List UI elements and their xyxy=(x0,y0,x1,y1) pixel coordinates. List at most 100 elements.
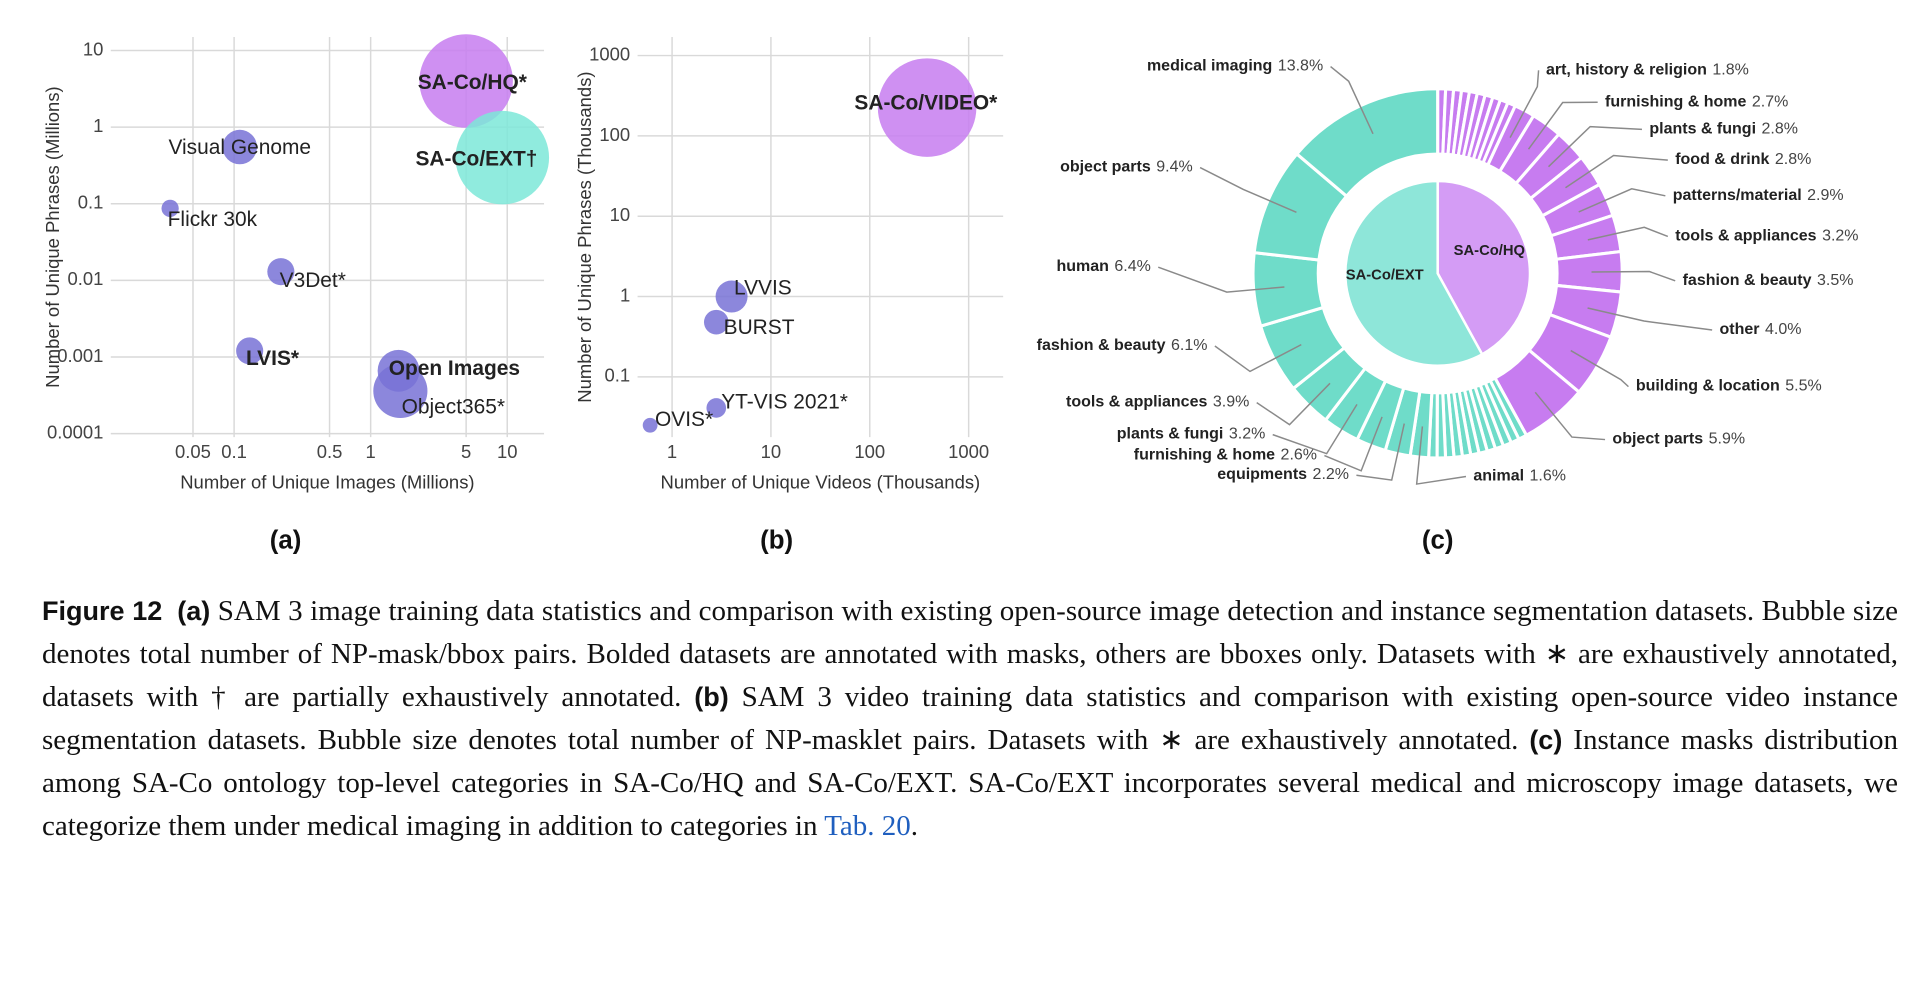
panel-label: (b) xyxy=(760,527,793,555)
bubble xyxy=(236,337,264,365)
figure: 0.05 0.1 0.5 1 5 10 0.0001 0.001 0.01 0.1 1 10 Numbe… xyxy=(42,34,1859,555)
slice-label: plants & fungi 2.8% xyxy=(1649,118,1798,140)
y-axis-title: Number of Unique Phrases (Millions) xyxy=(42,86,63,388)
slice-category: food & drink xyxy=(1675,151,1769,168)
bubble-label: YT-VIS 2021* xyxy=(721,391,848,414)
y-tick-label: 1 xyxy=(620,284,630,305)
caption-tag: (a) xyxy=(177,596,211,626)
bubble-label: V3Det* xyxy=(280,269,346,292)
caption: Figure 12 (a) SAM 3 image training data … xyxy=(42,590,1898,848)
panel-label: (c) xyxy=(1422,527,1454,555)
leader-line xyxy=(1587,307,1713,331)
leader-line xyxy=(1256,382,1331,426)
x-tick-label: 1 xyxy=(667,441,677,462)
slice-label: furnishing & home 2.7% xyxy=(1605,90,1788,112)
slice-label: building & location 5.5% xyxy=(1636,375,1822,397)
x-tick-label: 0.1 xyxy=(221,441,247,462)
y-axis-title: Number of Unique Phrases (Thousands) xyxy=(574,71,595,402)
leader-line xyxy=(1214,343,1302,373)
y-tick-label: 10 xyxy=(610,204,631,225)
x-tick-label: 1 xyxy=(366,441,376,462)
slice-value: 3.2% xyxy=(1822,228,1858,245)
slice-label: other 4.0% xyxy=(1720,318,1802,340)
leader-line xyxy=(1415,426,1467,485)
bubble xyxy=(706,398,727,418)
outer-slice xyxy=(1295,87,1440,198)
x-tick-label: 0.5 xyxy=(317,441,343,462)
slice-value: 2.9% xyxy=(1807,187,1843,204)
y-tick-label: 0.01 xyxy=(67,268,103,289)
x-tick-label: 5 xyxy=(461,441,471,462)
bubble xyxy=(703,309,729,335)
caption-tag: (c) xyxy=(1529,725,1563,755)
slice-value: 1.8% xyxy=(1712,62,1748,79)
leader-line xyxy=(1587,226,1669,241)
x-tick-label: 0.05 xyxy=(175,441,211,462)
slice-category: fashion & beauty xyxy=(1683,272,1812,289)
slice-label: art, history & religion 1.8% xyxy=(1546,58,1749,80)
slice-category: tools & appliances xyxy=(1675,228,1816,245)
slice-value: 3.5% xyxy=(1817,272,1853,289)
slice-label: object parts 5.9% xyxy=(1612,428,1745,450)
caption-text: SAM 3 video training data statistics and… xyxy=(42,681,1899,756)
bubble-label: LVIS* xyxy=(246,347,300,370)
inner-slice xyxy=(1436,179,1532,356)
slice-value: 6.4% xyxy=(1114,258,1150,275)
slice-value: 5.9% xyxy=(1709,431,1745,448)
slice-value: 5.5% xyxy=(1785,378,1821,395)
leader-line xyxy=(1578,188,1666,213)
slice-value: 2.7% xyxy=(1752,94,1788,111)
y-tick-label: 0.001 xyxy=(57,345,103,366)
leader-line xyxy=(1324,416,1383,472)
slice-category: animal xyxy=(1473,468,1524,485)
slice-category: human xyxy=(1056,258,1108,275)
leader-line xyxy=(1527,101,1598,150)
slice-label: tools & appliances 3.2% xyxy=(1675,225,1858,247)
y-tick-label: 0.1 xyxy=(78,192,104,213)
slice-value: 2.6% xyxy=(1281,447,1317,464)
slice-category: furnishing & home xyxy=(1134,447,1275,464)
caption-tag: (b) xyxy=(694,682,729,712)
slice-value: 2.2% xyxy=(1313,466,1349,483)
bubble-label: OVIS* xyxy=(655,408,713,431)
table-link[interactable]: Tab. 20 xyxy=(824,810,911,842)
y-tick-label: 0.1 xyxy=(605,365,631,386)
slice-label: human 6.4% xyxy=(1056,255,1150,277)
x-axis-title: Number of Unique Videos (Thousands) xyxy=(661,472,981,493)
slice-value: 2.8% xyxy=(1775,151,1811,168)
bubble-label: SA-Co/EXT† xyxy=(415,148,537,171)
slice-label: medical imaging 13.8% xyxy=(1147,55,1323,77)
x-tick-label: 10 xyxy=(497,441,518,462)
bubble xyxy=(267,258,295,286)
y-tick-label: 1000 xyxy=(589,43,630,64)
x-tick-label: 1000 xyxy=(948,441,989,462)
y-tick-label: 1 xyxy=(93,115,103,136)
slice-label: furnishing & home 2.6% xyxy=(1134,444,1317,466)
inner-label: SA-Co/EXT xyxy=(1346,268,1424,284)
bubble xyxy=(642,417,658,433)
slice-value: 3.2% xyxy=(1229,426,1265,443)
bubble xyxy=(222,129,258,165)
y-tick-label: 10 xyxy=(83,38,104,59)
slice-category: plants & fungi xyxy=(1649,121,1756,138)
slice-category: equipments xyxy=(1217,466,1307,483)
x-axis-title: Number of Unique Images (Millions) xyxy=(180,472,474,493)
slice-category: object parts xyxy=(1612,431,1703,448)
slice-category: building & location xyxy=(1636,378,1780,395)
panel-label: (a) xyxy=(270,527,302,555)
leader-line xyxy=(1509,70,1540,138)
slice-category: fashion & beauty xyxy=(1037,337,1166,354)
leader-line xyxy=(1356,423,1405,481)
bubble-label: Open Images xyxy=(389,357,520,380)
bubble-label: Flickr 30k xyxy=(168,208,258,231)
inner-label: SA-Co/HQ xyxy=(1454,243,1525,259)
leader-line xyxy=(1199,166,1297,214)
slice-category: medical imaging xyxy=(1147,58,1272,75)
slice-category: other xyxy=(1720,321,1760,338)
slice-value: 4.0% xyxy=(1765,321,1801,338)
bubble-label: SA-Co/HQ* xyxy=(418,71,528,94)
y-tick-label: 100 xyxy=(599,124,630,145)
x-tick-label: 100 xyxy=(854,441,885,462)
slice-category: art, history & religion xyxy=(1546,62,1707,79)
